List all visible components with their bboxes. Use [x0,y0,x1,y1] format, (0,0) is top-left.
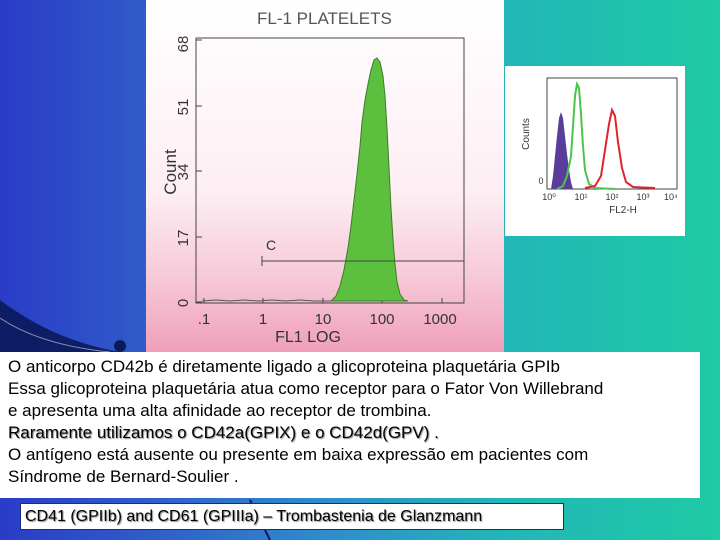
y-tick-label: 34 [175,164,192,181]
x-tick-label: 1 [259,311,267,328]
description-line: e apresenta uma alta afinidade ao recept… [8,401,432,420]
y-tick-label: 68 [175,36,192,53]
x-tick-label: 100 [369,311,394,328]
description-line: Essa glicoproteina plaquetária atua como… [8,379,604,398]
plot-frame [195,37,465,304]
y-tick-label: 17 [175,230,192,247]
description-line-emphasis: Raramente utilizamos o CD42a(GPIX) e o C… [8,423,439,442]
inset-red-histogram [584,107,656,189]
inset-histogram: Counts 0 10⁰ 10¹ 10² 10³ 10⁴ FL2-H [521,77,678,216]
y-tick-label: 0 [175,299,192,307]
inset-x-tick-label: 10⁴ [664,192,678,202]
x-tick-label: .1 [198,311,211,328]
inset-histogram-panel: Counts 0 10⁰ 10¹ 10² 10³ 10⁴ FL2-H [505,66,685,236]
main-histogram-panel: FL-1 PLATELETS 0 17 34 51 68 Count .1 1 … [146,0,504,352]
y-tick-label: 51 [175,99,192,116]
gate-marker-label: C [266,237,276,253]
x-tick-label: 10 [315,311,332,328]
inset-purple-histogram [551,112,573,189]
description-line: Síndrome de Bernard-Soulier . [8,467,239,486]
inset-x-tick-label: 10³ [636,192,649,202]
histogram-baseline [201,299,331,302]
x-axis-label: FL1 LOG [275,329,341,346]
inset-y-tick-label: 0 [538,176,543,186]
inset-x-axis-label: FL2-H [609,205,637,216]
y-axis-label: Count [161,149,180,195]
inset-y-axis-label: Counts [521,118,532,150]
description-text-box: O anticorpo CD42b é diretamente ligado a… [0,352,700,498]
inset-x-tick-label: 10¹ [574,192,587,202]
description-line: O antígeno está ausente ou presente em b… [8,445,589,464]
main-chart-title: FL-1 PLATELETS [257,9,392,28]
footer-caption-box: CD41 (GPIIb) and CD61 (GPIIIa) – Trombas… [20,503,564,530]
description-line: O anticorpo CD42b é diretamente ligado a… [8,357,560,376]
x-tick-label: 1000 [423,311,456,328]
main-histogram: FL-1 PLATELETS 0 17 34 51 68 Count .1 1 … [161,9,465,346]
footer-caption: CD41 (GPIIb) and CD61 (GPIIIa) – Trombas… [25,508,483,525]
inset-x-tick-label: 10⁰ [542,192,556,202]
inset-green-histogram [556,80,616,190]
inset-x-tick-label: 10² [605,192,618,202]
histogram-peak [329,57,409,302]
